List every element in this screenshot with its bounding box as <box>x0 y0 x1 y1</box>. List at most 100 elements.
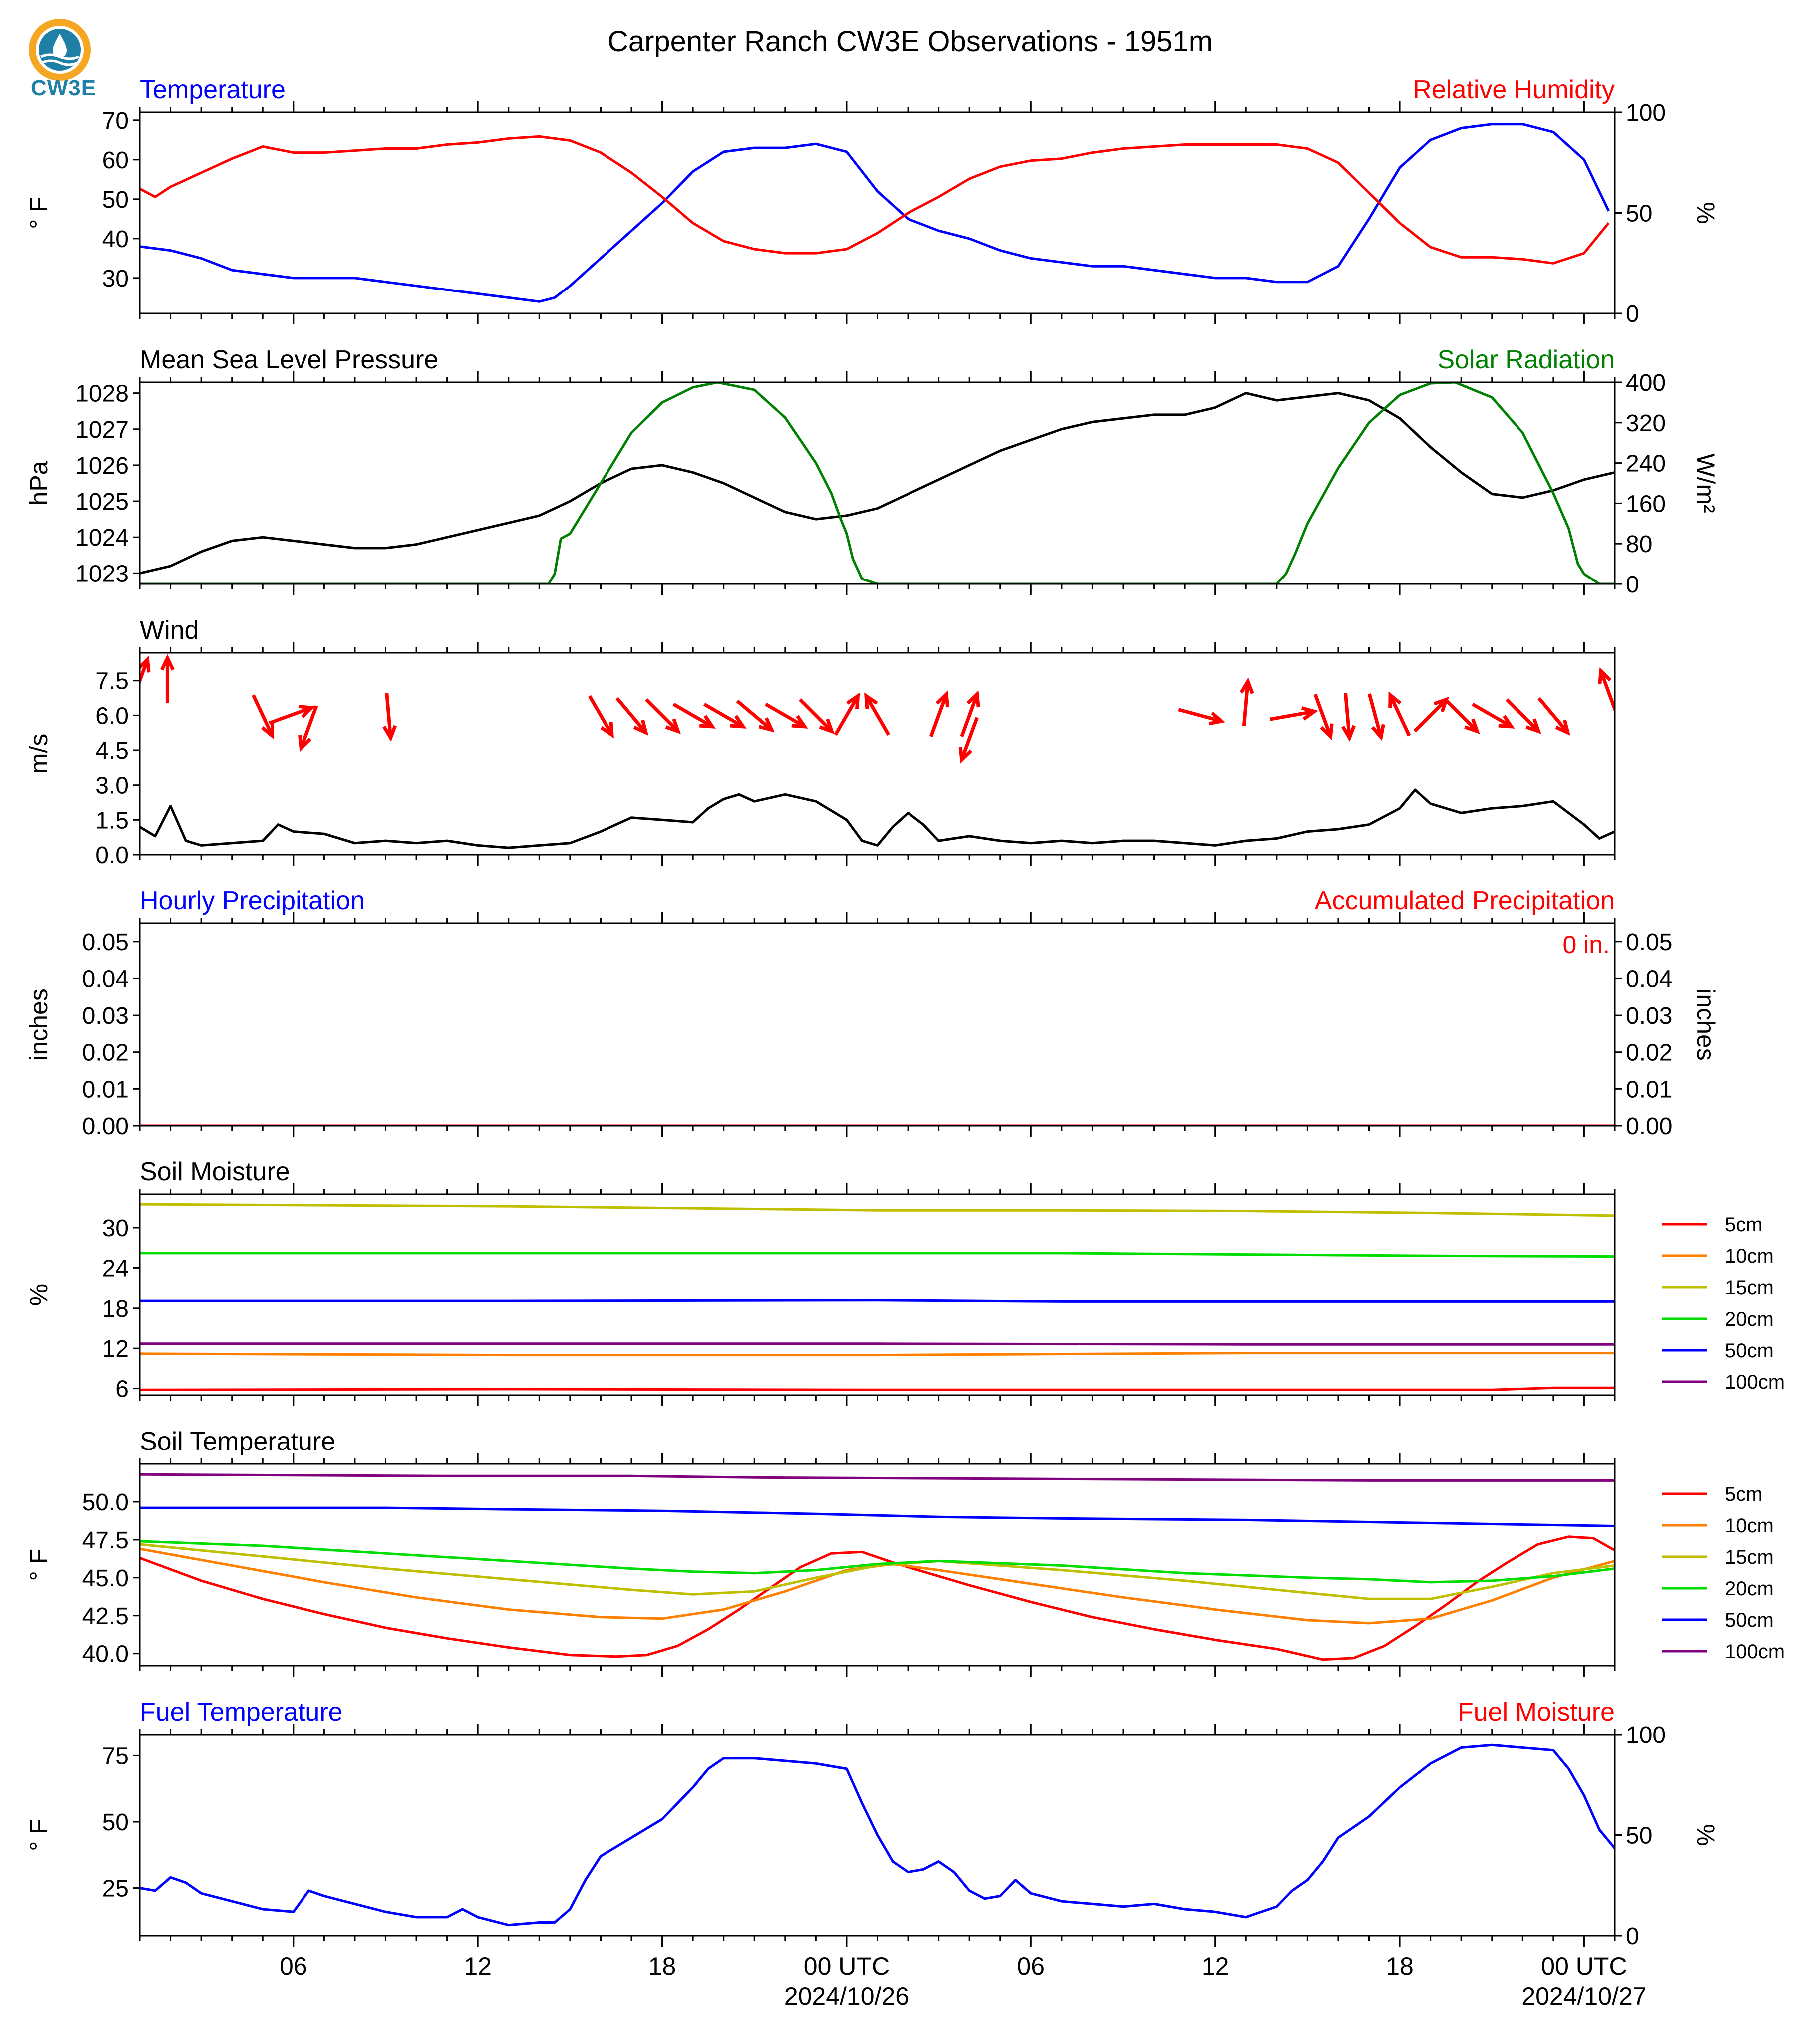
wind-arrow-shaft <box>799 698 833 733</box>
temperature-left-tick-label: 50 <box>102 187 129 213</box>
wind-arrow-head <box>846 692 860 709</box>
wind-arrow-shaft <box>1388 694 1411 737</box>
wind-arrow-head <box>699 715 716 729</box>
x-tick-label: 12 <box>1202 1952 1229 1980</box>
pressure-right-tick-label: 320 <box>1626 410 1666 437</box>
temperature-plot-area <box>140 123 1610 303</box>
wind-arrow-head <box>633 719 649 736</box>
pressure-right-tick-label: 0 <box>1626 572 1639 598</box>
soil_temp-left-unit: ° F <box>25 1549 53 1581</box>
cw3e-logo <box>24 19 124 109</box>
precip-left-tick-label: 0.05 <box>82 929 129 956</box>
wind-arrow-shaft <box>1242 681 1250 727</box>
soil_moisture-legend-label: 15cm <box>1725 1277 1774 1299</box>
wind-arrow-shaft <box>1343 693 1351 738</box>
wind-arrow-head <box>1209 711 1226 726</box>
wind-arrow-shaft <box>960 717 979 761</box>
wind-arrow-head <box>382 725 397 742</box>
wind-arrow-shaft <box>1506 698 1540 733</box>
precip-right-title: Accumulated Precipitation <box>1315 886 1615 915</box>
x-tick-label: 06 <box>1017 1952 1045 1980</box>
soil_moisture-series-50cm <box>140 1299 1615 1303</box>
precip-right-tick-label: 0.02 <box>1626 1040 1672 1066</box>
fuel-left-title: Fuel Temperature <box>140 1698 343 1727</box>
soil_temp-left-title: Soil Temperature <box>140 1427 335 1456</box>
soil_moisture-legend-label: 10cm <box>1725 1245 1774 1267</box>
soil_temp-legend-label: 10cm <box>1725 1515 1774 1537</box>
pressure-plot-area <box>140 382 1615 584</box>
soil_temp-left-tick-label: 40.0 <box>82 1641 129 1668</box>
pressure-left-title: Mean Sea Level Pressure <box>140 345 438 374</box>
x-tick-label: 18 <box>1386 1952 1414 1980</box>
soil_temp-legend-label: 20cm <box>1725 1578 1774 1600</box>
soil_temp-legend-label: 5cm <box>1725 1483 1763 1505</box>
precip-left-title: Hourly Precipitation <box>140 886 365 915</box>
wind-arrow-shaft <box>1537 697 1569 734</box>
pressure-left-tick-label: 1027 <box>75 417 129 443</box>
page-title: Carpenter Ranch CW3E Observations - 1951… <box>607 25 1213 58</box>
precip-left-tick-label: 0.04 <box>82 966 129 992</box>
x-tick-label: 12 <box>464 1952 492 1980</box>
wind-frame <box>139 652 1616 856</box>
soil_moisture-frame <box>139 1193 1616 1396</box>
temperature-left-tick-label: 60 <box>102 147 129 174</box>
pressure-right-tick-label: 400 <box>1626 370 1666 396</box>
x-tick-label: 00 UTC <box>1541 1952 1627 1980</box>
wind-arrow-head <box>819 718 835 734</box>
soil_temp-series-20cm <box>140 1540 1615 1584</box>
fuel-right-unit: % <box>1692 1824 1720 1846</box>
temperature-left-tick-label: 70 <box>102 108 129 134</box>
soil_temp-left-tick-label: 47.5 <box>82 1527 129 1554</box>
wind-left-tick-label: 0.0 <box>95 842 129 869</box>
temperature-right-tick-label: 100 <box>1626 100 1666 126</box>
pressure-series-solar-radiation <box>140 382 1615 584</box>
temperature-series-relative-humidity <box>140 135 1610 265</box>
wind-arrow-shaft <box>703 702 744 728</box>
soil_temp-legend-label: 15cm <box>1725 1546 1774 1568</box>
soil_temp-legend-label: 100cm <box>1725 1641 1785 1663</box>
soil_moisture-series-10cm <box>140 1352 1615 1357</box>
fuel-right-tick-label: 50 <box>1626 1823 1652 1849</box>
wind-arrow-head <box>261 723 275 740</box>
soil_temp-left-tick-label: 42.5 <box>82 1603 129 1630</box>
fuel-right-tick-label: 0 <box>1626 1923 1639 1950</box>
pressure-left-unit: hPa <box>25 461 53 505</box>
cw3e-logo-text: CW3E <box>31 76 97 100</box>
temperature-series-temperature <box>140 123 1610 303</box>
fuel-plot-area <box>140 1743 1615 1927</box>
precip-right-unit: inches <box>1692 988 1720 1061</box>
wind-arrow-shaft <box>615 697 647 734</box>
wind-arrow-head <box>600 722 614 739</box>
wind-arrow-shaft <box>299 705 318 749</box>
wind-arrow-head <box>1341 725 1356 742</box>
soil_moisture-left-tick-label: 24 <box>102 1255 129 1282</box>
wind-plot-area <box>140 654 1615 849</box>
wind-arrow-head <box>1464 718 1480 734</box>
wind-arrow-shaft <box>765 702 806 728</box>
wind-arrow-head <box>730 715 747 729</box>
wind-arrow-shaft <box>1472 702 1513 728</box>
soil_moisture-legend-label: 50cm <box>1725 1340 1774 1362</box>
precip-right-tick-label: 0.05 <box>1626 929 1672 956</box>
soil_temp-series-100cm <box>140 1473 1615 1482</box>
fuel-left-tick-label: 50 <box>102 1809 129 1836</box>
soil_temp-legend-label: 50cm <box>1725 1609 1774 1631</box>
soil_moisture-left-title: Soil Moisture <box>140 1158 290 1186</box>
wind-arrow-shaft <box>834 695 860 736</box>
pressure-left-tick-label: 1025 <box>75 489 129 515</box>
pressure-left-tick-label: 1024 <box>75 525 129 551</box>
wind-arrow-shaft <box>672 702 713 728</box>
temperature-right-tick-label: 0 <box>1626 301 1639 327</box>
wind-arrow-head <box>864 692 878 709</box>
temperature-left-title: Temperature <box>140 75 286 104</box>
wind-arrow-head <box>160 654 175 671</box>
wind-arrow-shaft <box>645 698 679 733</box>
pressure-right-title: Solar Radiation <box>1437 345 1615 374</box>
x-tick-label: 00 UTC <box>804 1952 890 1980</box>
x-tick-label: 06 <box>280 1952 307 1980</box>
pressure-right-tick-label: 80 <box>1626 531 1652 558</box>
pressure-frame <box>139 381 1616 585</box>
pressure-left-tick-label: 1026 <box>75 453 129 479</box>
wind-arrow-shaft <box>1269 710 1315 721</box>
precip-right-tick-label: 0.00 <box>1626 1113 1672 1140</box>
